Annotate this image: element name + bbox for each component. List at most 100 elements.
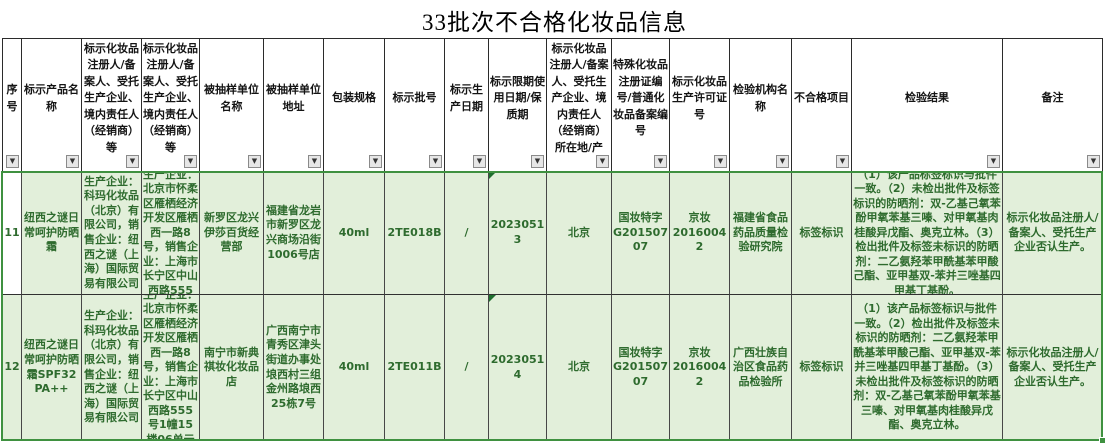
column-header-label: 标示限期使用日期/保质期 [490, 74, 545, 121]
filter-dropdown-button[interactable]: ▼ [429, 155, 442, 168]
filter-arrow-icon: ▼ [69, 157, 76, 165]
error-check-triangle-icon [489, 295, 496, 302]
column-header-label: 标示化妆品注册人/备案人、受托生产企业、境内责任人（经销商）所在地/产 [549, 41, 609, 154]
cell-text: 南宁市新典祺妆化妆品店 [204, 345, 259, 388]
table-cell[interactable]: 2TE011B [385, 295, 445, 441]
table-cell[interactable]: 生产企业：科玛化妆品（北京）有限公司，销售企业：纽西之谜（上海）国际贸易有限公司 [82, 295, 142, 441]
cell-text: / [464, 225, 469, 239]
cell-text: 福建省龙岩市新罗区龙兴商场沿街1006号店 [266, 203, 321, 261]
column-header-label: 标示生产日期 [450, 83, 483, 113]
table-cell[interactable]: 广西壮族自治区食品药品检验所 [730, 295, 792, 441]
filter-dropdown-button[interactable]: ▼ [6, 155, 19, 168]
table-cell[interactable]: 标示化妆品注册人/备案人、受托生产企业否认生产。 [1003, 172, 1103, 295]
table-cell[interactable]: 京妆20160042 [670, 172, 730, 295]
table-cell[interactable]: 20230514 [489, 295, 547, 441]
column-header-cell: 标示化妆品生产许可证号 ▼ [670, 38, 730, 172]
column-header-cell: 标示产品名称 ▼ [22, 38, 82, 172]
cell-text: 标示化妆品注册人/备案人、受托生产企业否认生产。 [1006, 345, 1099, 388]
table-cell[interactable]: 北京 [547, 172, 612, 295]
table-cell[interactable]: 国妆特字G20150707 [612, 295, 670, 441]
table-cell[interactable]: 新罗区龙兴伊莎百货经营部 [200, 172, 264, 295]
filter-dropdown-button[interactable]: ▼ [987, 155, 1000, 168]
table-cell[interactable]: 生产企业：北京市怀柔区雁栖经济开发区雁栖西一路8号，销售企业：上海市长宁区中山西… [142, 295, 200, 441]
table-cell[interactable]: 40ml [324, 295, 385, 441]
filter-dropdown-button[interactable]: ▼ [473, 155, 486, 168]
table-cell[interactable]: 标签标识 [792, 172, 852, 295]
header-row: 序号 ▼ 标示产品名称 ▼ 标示化妆品注册人/备案人、受托生产企业、境内责任人（经销商）… [2, 38, 1103, 172]
filter-dropdown-button[interactable]: ▼ [596, 155, 609, 168]
selection-fill-handle[interactable] [1099, 437, 1106, 444]
table-cell[interactable]: 12 [2, 295, 22, 441]
table-cell[interactable]: 20230513 [489, 172, 547, 295]
column-header-cell: 标示化妆品注册人/备案人、受托生产企业、境内责任人（经销商）等 ▼ [82, 38, 142, 172]
table-cell[interactable]: / [445, 295, 489, 441]
filter-dropdown-button[interactable]: ▼ [776, 155, 789, 168]
filter-dropdown-button[interactable]: ▼ [308, 155, 321, 168]
cell-text: 2TE018B [387, 225, 442, 239]
column-header-label: 标示化妆品生产许可证号 [672, 74, 727, 121]
filter-dropdown-button[interactable]: ▼ [531, 155, 544, 168]
table-cell[interactable]: 北京 [547, 295, 612, 441]
cell-text: 20230514 [490, 352, 545, 381]
table-cell[interactable]: 福建省食品药品质量检验研究院 [730, 172, 792, 295]
filter-dropdown-button[interactable]: ▼ [714, 155, 727, 168]
table-cell[interactable]: 广西南宁市青秀区津头街道办事处埌西村三组金州路埌西25栋7号 [264, 295, 324, 441]
filter-arrow-icon: ▼ [717, 157, 724, 165]
cell-text: 京妆20160042 [672, 345, 727, 388]
filter-arrow-icon: ▼ [372, 157, 379, 165]
table-cell[interactable]: （1）该产品标签标识与批件一致。（2）检出批件及标签未标识的防晒剂：二乙氨羟苯甲… [852, 295, 1003, 441]
filter-arrow-icon: ▼ [129, 157, 136, 165]
filter-dropdown-button[interactable]: ▼ [184, 155, 197, 168]
column-header-label: 检验结果 [905, 91, 949, 105]
cell-text: （1）该产品标签标识与批件一致。（2）未检出批件及标签标识的防晒剂：双-乙基己氧… [853, 172, 1001, 295]
filter-arrow-icon: ▼ [432, 157, 439, 165]
table-cell[interactable]: 40ml [324, 172, 385, 295]
cell-text: 生产企业：科玛化妆品（北京）有限公司，销售企业：纽西之谜（上海）国际贸易有限公司 [84, 174, 139, 290]
cell-text: 北京 [568, 225, 590, 239]
filter-dropdown-button[interactable]: ▼ [836, 155, 849, 168]
table-cell[interactable]: 京妆20160042 [670, 295, 730, 441]
cell-text: / [464, 360, 469, 374]
table-cell[interactable]: 南宁市新典祺妆化妆品店 [200, 295, 264, 441]
filter-dropdown-button[interactable]: ▼ [126, 155, 139, 168]
filter-dropdown-button[interactable]: ▼ [248, 155, 261, 168]
table-cell[interactable]: 纽西之谜日常呵护防晒霜SPF32 PA++ [22, 295, 82, 441]
column-header-cell: 标示化妆品注册人/备案人、受托生产企业、境内责任人（经销商）所在地/产 ▼ [547, 38, 612, 172]
filter-dropdown-button[interactable]: ▼ [369, 155, 382, 168]
error-check-triangle-icon [489, 172, 496, 179]
table-cell[interactable]: 标示化妆品注册人/备案人、受托生产企业否认生产。 [1003, 295, 1103, 441]
table-cell[interactable]: 福建省龙岩市新罗区龙兴商场沿街1006号店 [264, 172, 324, 295]
table-row: 12 纽西之谜日常呵护防晒霜SPF32 PA++ 生产企业：科玛化妆品（北京）有限公… [2, 295, 1103, 441]
table-cell[interactable]: 生产企业：科玛化妆品（北京）有限公司，销售企业：纽西之谜（上海）国际贸易有限公司 [82, 172, 142, 295]
table-cell[interactable]: 标签标识 [792, 295, 852, 441]
column-header-label: 序号 [6, 83, 18, 113]
filter-arrow-icon: ▼ [534, 157, 541, 165]
table-cell[interactable]: 生产企业：北京市怀柔区雁栖经济开发区雁栖西一路8号，销售企业：上海市长宁区中山西… [142, 172, 200, 295]
cell-text: 国妆特字G20150707 [613, 211, 668, 254]
column-header-label: 备注 [1041, 91, 1064, 105]
filter-arrow-icon: ▼ [187, 157, 194, 165]
table-cell[interactable]: 2TE018B [385, 172, 445, 295]
cell-text: 国妆特字G20150707 [613, 345, 668, 388]
filter-dropdown-button[interactable]: ▼ [66, 155, 79, 168]
cell-text: 12 [4, 360, 20, 374]
filter-dropdown-button[interactable]: ▼ [1087, 155, 1100, 168]
column-header-cell: 标示化妆品注册人/备案人、受托生产企业、境内责任人（经销商）等 ▼ [142, 38, 200, 172]
column-header-cell: 标示限期使用日期/保质期 ▼ [489, 38, 547, 172]
column-header-label: 被抽样单位地址 [266, 83, 321, 113]
table-cell[interactable]: / [445, 172, 489, 295]
column-header-cell: 不合格项目 ▼ [792, 38, 852, 172]
table-cell[interactable]: 纽西之谜日常呵护防晒霜 [22, 172, 82, 295]
table-cell[interactable]: 11 [2, 172, 22, 295]
table-cell[interactable]: 国妆特字G20150707 [612, 172, 670, 295]
cell-text: 京妆20160042 [672, 211, 727, 254]
column-header-label: 包装规格 [332, 91, 376, 105]
filter-dropdown-button[interactable]: ▼ [654, 155, 667, 168]
data-table: 序号 ▼ 标示产品名称 ▼ 标示化妆品注册人/备案人、受托生产企业、境内责任人（经销商）… [2, 38, 1103, 441]
cell-text: 北京 [568, 360, 590, 374]
cell-text: 纽西之谜日常呵护防晒霜 [24, 211, 79, 254]
cell-text: 11 [4, 225, 20, 239]
table-cell[interactable]: （1）该产品标签标识与批件一致。（2）未检出批件及标签标识的防晒剂：双-乙基己氧… [852, 172, 1003, 295]
cell-text: 20230513 [490, 218, 545, 246]
column-header-label: 标示化妆品注册人/备案人、受托生产企业、境内责任人（经销商）等 [84, 41, 139, 154]
